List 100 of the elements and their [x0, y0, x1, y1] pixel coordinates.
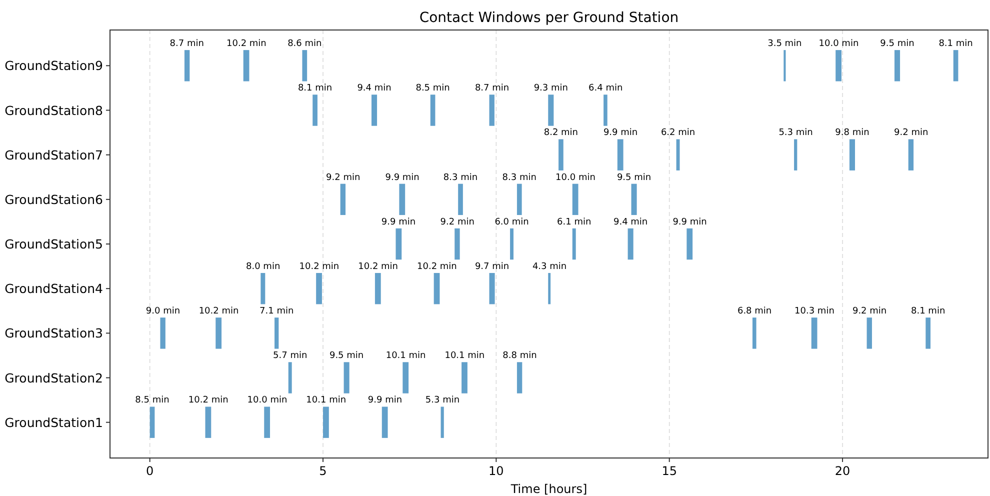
annotation: 10.2 min	[226, 39, 266, 50]
annotation: 5.3 min	[425, 396, 460, 406]
x-axis-title: Time [hours]	[510, 482, 588, 496]
y-tick-label: GroundStation5	[4, 236, 103, 252]
annotation: 10.3 min	[794, 306, 834, 317]
annotation: 8.2 min	[544, 128, 578, 138]
bar	[243, 50, 250, 82]
annotation: 9.4 min	[357, 84, 392, 94]
y-tick-label: GroundStation2	[4, 370, 103, 386]
bar	[617, 139, 624, 170]
annotation: 8.1 min	[298, 84, 332, 94]
bar	[811, 318, 818, 349]
annotation: 9.8 min	[835, 128, 870, 138]
bar	[434, 272, 440, 304]
annotation: 3.5 min	[768, 39, 802, 50]
bar	[572, 184, 578, 216]
annotation: 10.2 min	[299, 262, 340, 272]
annotation: 9.9 min	[603, 128, 638, 138]
annotation: 5.7 min	[273, 351, 308, 362]
annotation: 6.4 min	[588, 84, 623, 94]
annotation: 9.7 min	[474, 262, 510, 272]
bar	[402, 362, 409, 394]
annotation: 9.2 min	[894, 128, 928, 138]
annotation: 8.1 min	[911, 306, 946, 317]
bar	[548, 94, 554, 126]
annotation: 8.8 min	[502, 351, 537, 362]
bar	[396, 228, 402, 260]
x-tick-label: 5	[319, 464, 327, 478]
bar	[454, 228, 460, 260]
x-tick-label: 0	[146, 464, 154, 478]
annotation: 6.8 min	[737, 306, 772, 317]
annotation: 9.4 min	[613, 217, 648, 228]
bar	[160, 318, 166, 349]
annotation: 10.0 min	[556, 172, 596, 183]
annotation: 9.9 min	[381, 217, 416, 228]
bar	[323, 406, 329, 438]
bar	[440, 406, 444, 438]
y-tick-label: GroundStation8	[4, 102, 104, 118]
bar	[288, 362, 292, 394]
bar	[908, 139, 914, 170]
bar	[794, 139, 798, 170]
bar	[260, 272, 266, 304]
bar	[150, 406, 155, 438]
bar	[399, 184, 406, 216]
annotation: 6.0 min	[494, 217, 529, 228]
bar	[374, 272, 381, 304]
annotation: 10.0 min	[247, 396, 288, 406]
bar	[316, 272, 322, 304]
y-tick-label: GroundStation3	[4, 326, 103, 341]
bar	[836, 50, 842, 82]
annotation: 6.2 min	[660, 128, 696, 138]
annotation: 5.3 min	[778, 128, 813, 138]
annotation: 10.2 min	[198, 306, 239, 317]
bar	[572, 228, 576, 260]
annotation: 9.3 min	[534, 84, 568, 94]
annotation: 9.2 min	[440, 217, 474, 228]
x-tick-label: 20	[834, 464, 850, 478]
annotation: 10.2 min	[188, 396, 228, 406]
bar	[344, 362, 350, 394]
annotation: 8.5 min	[135, 396, 170, 406]
annotation: 8.3 min	[443, 172, 478, 183]
x-tick-label: 15	[662, 464, 677, 478]
annotation: 9.9 min	[385, 172, 420, 183]
annotation: 9.9 min	[672, 217, 707, 228]
bar	[371, 94, 378, 126]
bar	[430, 94, 436, 126]
annotation: 10.1 min	[306, 396, 346, 406]
annotation: 6.1 min	[557, 217, 592, 228]
annotation: 9.5 min	[880, 39, 914, 50]
y-tick-label: GroundStation1	[4, 414, 103, 430]
bar	[516, 184, 522, 216]
annotation: 10.0 min	[818, 39, 859, 50]
bar	[516, 362, 522, 394]
bar	[458, 184, 463, 216]
bar	[302, 50, 308, 82]
bar	[205, 406, 212, 438]
bar	[312, 94, 318, 126]
annotation: 8.0 min	[246, 262, 280, 272]
y-tick-label: GroundStation9	[4, 58, 104, 74]
annotation: 7.1 min	[260, 306, 294, 317]
y-tick-label: GroundStation7	[4, 147, 103, 162]
annotation: 8.3 min	[502, 172, 536, 183]
bar	[382, 406, 388, 438]
annotation: 10.1 min	[386, 351, 426, 362]
annotation: 9.2 min	[852, 306, 887, 317]
annotation: 9.5 min	[616, 172, 652, 183]
bar	[866, 318, 872, 349]
annotation: 10.1 min	[444, 351, 485, 362]
bar	[489, 94, 494, 126]
x-tick-label: 10	[488, 464, 504, 478]
bar	[510, 228, 514, 260]
annotation: 8.1 min	[938, 39, 973, 50]
annotation: 4.3 min	[532, 262, 567, 272]
bar	[849, 139, 855, 170]
bar	[604, 94, 608, 126]
bar	[340, 184, 346, 216]
bar	[558, 139, 564, 170]
annotation: 8.7 min	[170, 39, 204, 50]
bar	[926, 318, 931, 349]
bar	[264, 406, 270, 438]
